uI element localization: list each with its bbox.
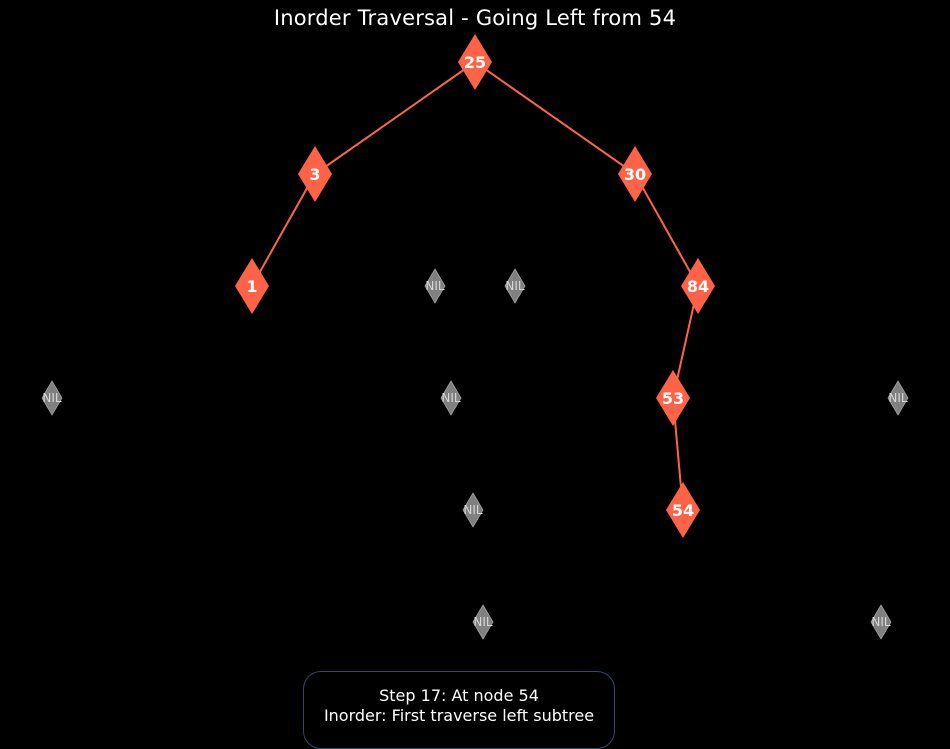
nil-node-label: NIL (871, 615, 891, 629)
tree-node-label: 53 (662, 389, 684, 408)
nil-node-label: NIL (888, 391, 908, 405)
tree-node-shape (618, 146, 652, 202)
tree-node-25: 25 (458, 34, 492, 90)
nil-node: NIL (440, 380, 462, 416)
nil-node-label: NIL (441, 391, 461, 405)
nil-node: NIL (424, 268, 446, 304)
nil-node-shape (440, 380, 462, 416)
tree-node-label: 30 (624, 165, 646, 184)
nil-node-shape (887, 380, 909, 416)
tree-node-label: 84 (687, 277, 709, 296)
tree-node-shape (298, 146, 332, 202)
nil-node-label: NIL (473, 615, 493, 629)
tree-edge-25-3 (314, 61, 476, 175)
tree-node-shape (681, 258, 715, 314)
tree-node-shape (235, 258, 269, 314)
nil-node-shape (41, 380, 63, 416)
nil-node: NIL (41, 380, 63, 416)
nil-node: NIL (472, 604, 494, 640)
nil-node: NIL (504, 268, 526, 304)
tree-edge-25-30 (474, 61, 636, 175)
step-status-line: Step 17: At node 54 (379, 686, 539, 705)
nil-node-shape (462, 492, 484, 528)
tree-node-label: 3 (309, 165, 320, 184)
nil-placeholders: NIL NIL NIL NIL NIL NIL NIL NIL (41, 268, 909, 640)
tree-node-1: 1 (235, 258, 269, 314)
tree-node-54: 54 (666, 482, 700, 538)
tree-node-shape (666, 482, 700, 538)
nil-node-label: NIL (505, 279, 525, 293)
diagram-title: Inorder Traversal - Going Left from 54 (273, 6, 677, 30)
nil-node-label: NIL (463, 503, 483, 517)
tree-node-label: 25 (464, 53, 486, 72)
tree-node-shape (656, 370, 690, 426)
tree-nodes: 25 3 30 1 84 53 54 (235, 34, 715, 538)
nil-node: NIL (870, 604, 892, 640)
tree-edge-30-84 (634, 173, 699, 287)
nil-node-shape (424, 268, 446, 304)
tree-node-shape (458, 34, 492, 90)
nil-node-label: NIL (42, 391, 62, 405)
nil-node-shape (472, 604, 494, 640)
nil-node: NIL (462, 492, 484, 528)
nil-node-shape (504, 268, 526, 304)
tree-node-30: 30 (618, 146, 652, 202)
tree-node-53: 53 (656, 370, 690, 426)
step-status-box: Step 17: At node 54 Inorder: First trave… (303, 671, 615, 749)
tree-node-84: 84 (681, 258, 715, 314)
nil-node-shape (870, 604, 892, 640)
tree-edge-3-1 (251, 173, 316, 287)
nil-node-label: NIL (425, 279, 445, 293)
tree-node-3: 3 (298, 146, 332, 202)
tree-node-label: 1 (246, 277, 257, 296)
tree-edges (251, 61, 699, 511)
traversal-rule-line: Inorder: First traverse left subtree (323, 706, 595, 725)
nil-node: NIL (887, 380, 909, 416)
tree-node-label: 54 (672, 501, 694, 520)
